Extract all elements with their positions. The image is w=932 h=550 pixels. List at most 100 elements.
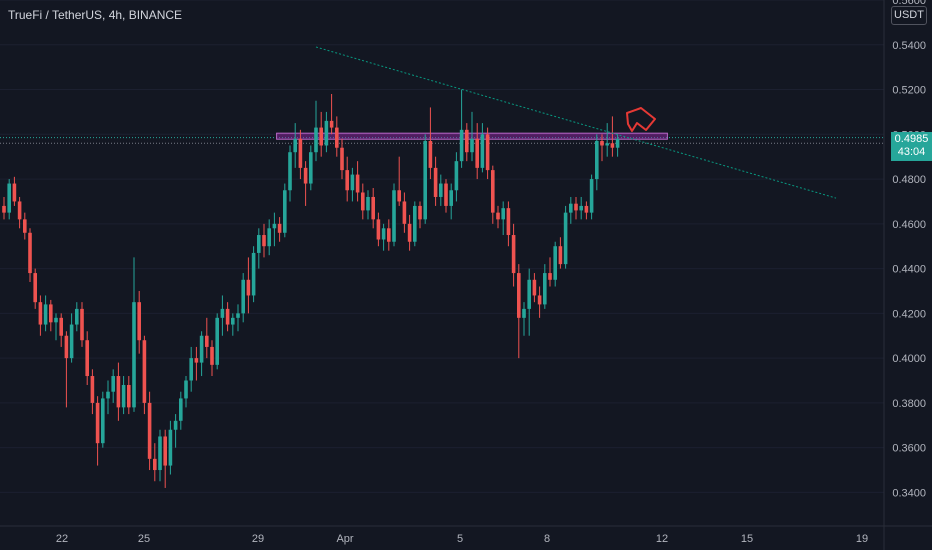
candle-body [59, 317, 63, 336]
candle-body [418, 205, 422, 220]
candle [173, 414, 178, 448]
candle [433, 156, 438, 206]
pointing-hand-icon [626, 107, 656, 132]
candle [345, 156, 349, 202]
candle [309, 145, 313, 191]
candle [7, 179, 11, 220]
candle [543, 264, 547, 309]
candle [267, 219, 271, 256]
candle [449, 183, 453, 220]
candle-body [241, 279, 245, 314]
time-tick-label: 15 [741, 533, 753, 545]
candle-body [49, 304, 53, 323]
candle-body [589, 179, 594, 213]
candle-body [506, 208, 511, 236]
candle-body [459, 129, 464, 162]
candle-body [225, 308, 230, 325]
candle-body [558, 246, 563, 265]
candle-body [522, 308, 526, 318]
candle-body [345, 170, 349, 191]
candle-body [38, 302, 43, 325]
price-axis[interactable]: 0.56000.54000.52000.50000.48000.46000.44… [892, 0, 926, 499]
candle [496, 205, 500, 229]
candle-body [54, 317, 58, 323]
candle-body [579, 205, 583, 211]
candle [387, 219, 391, 251]
candle-body [465, 129, 469, 153]
candle-body [158, 436, 162, 471]
candle [392, 183, 396, 247]
candle [569, 196, 573, 224]
candle-body [17, 201, 22, 220]
candle [584, 201, 589, 220]
candle-body [376, 219, 381, 240]
candle [407, 214, 412, 251]
candle-body [433, 167, 438, 197]
candle-body [454, 161, 459, 191]
time-tick-label: 8 [544, 533, 550, 545]
horizontal-levels [0, 137, 884, 144]
candle [355, 161, 360, 202]
candle [324, 111, 329, 153]
candle [574, 196, 578, 220]
candle [548, 257, 552, 287]
candle-body [381, 228, 386, 240]
candle-body [293, 138, 297, 153]
candle-body [319, 127, 323, 146]
candle-body [423, 141, 427, 220]
candle-body [205, 335, 209, 347]
candle-body [7, 183, 11, 213]
candle-body [392, 190, 396, 242]
candle [439, 174, 443, 206]
candle [491, 165, 495, 224]
candle [610, 116, 615, 157]
candle-body [387, 228, 391, 242]
candle-body [569, 203, 573, 213]
candle [340, 138, 344, 180]
candle-body [361, 192, 365, 211]
candle [158, 429, 162, 482]
candle-body [194, 358, 199, 363]
price-tick-label: 0.4800 [892, 174, 926, 186]
candle [527, 268, 531, 336]
time-axis[interactable]: 22 25 29 Apr 5 8 12 15 19 [56, 533, 868, 545]
candle-body [584, 205, 589, 213]
candle [579, 196, 583, 220]
candle-body [142, 340, 147, 403]
candle [402, 192, 407, 233]
symbol-title: TrueFi / TetherUS, 4h, BINANCE [8, 8, 183, 22]
candle [522, 302, 526, 336]
candle [111, 369, 115, 403]
candle [283, 183, 287, 238]
candle [423, 134, 427, 224]
time-tick-label: Apr [336, 533, 353, 545]
candle [600, 134, 604, 162]
candle-body [329, 120, 334, 128]
price-tick-label: 0.3600 [892, 443, 926, 455]
candle [127, 376, 131, 415]
price-tick-label: 0.3800 [892, 398, 926, 410]
candle [454, 152, 459, 202]
candle [376, 212, 381, 247]
candle-body [277, 223, 282, 233]
candle-body [480, 134, 485, 168]
candle-body [153, 458, 157, 471]
candle-body [189, 358, 193, 381]
candle [418, 201, 422, 229]
candle-body [12, 183, 17, 202]
candle [350, 167, 355, 202]
candle-body [246, 279, 251, 296]
currency-button[interactable]: USDT [891, 6, 927, 25]
bar-countdown: 43:04 [897, 146, 926, 158]
candle [288, 145, 292, 202]
candle [371, 188, 375, 229]
candle-body [553, 246, 557, 280]
candle [17, 196, 22, 229]
grid-lines [0, 0, 884, 493]
candle-body [168, 429, 173, 466]
candle-body [2, 205, 6, 213]
candle [189, 346, 193, 392]
candle-body [350, 174, 355, 191]
candle-body [496, 212, 500, 220]
